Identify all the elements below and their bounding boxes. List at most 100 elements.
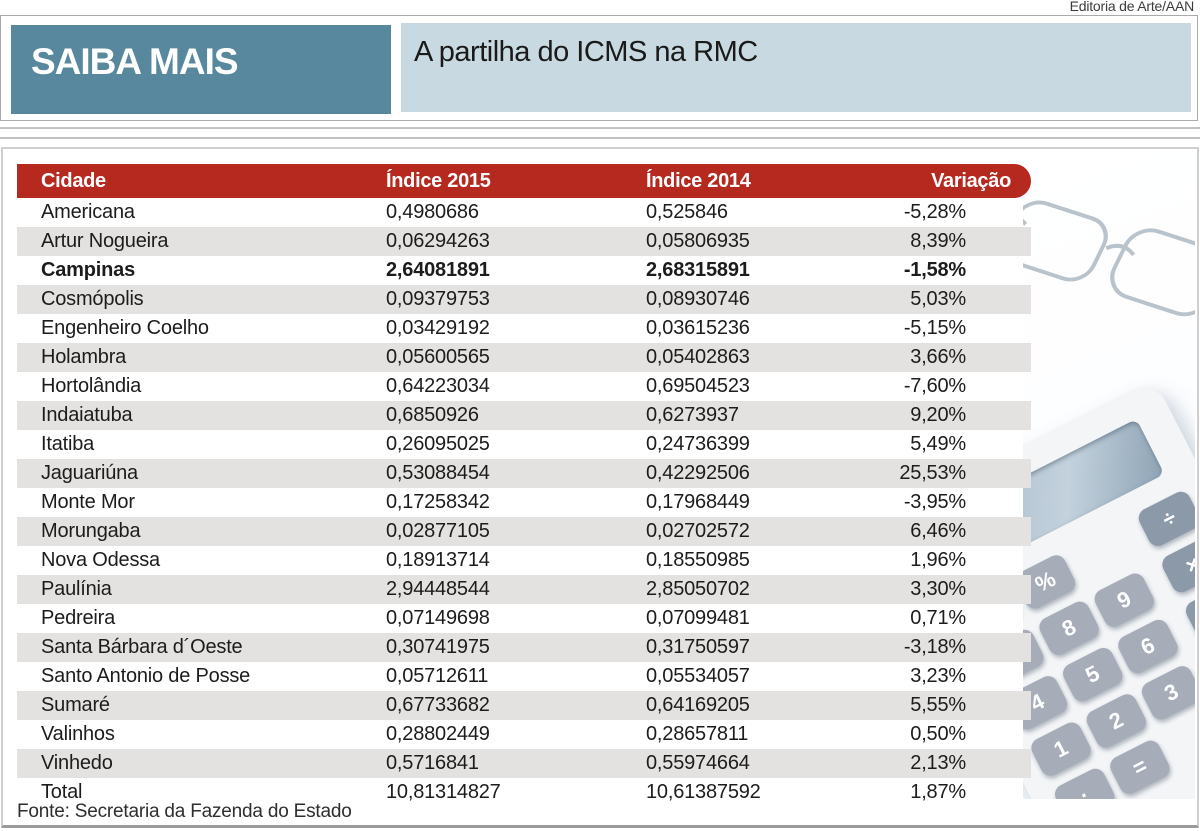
calculator-key: 8 — [1035, 598, 1103, 659]
table-row: Pedreira 0,07149698 0,07099481 0,71% — [17, 604, 1031, 633]
calculator-photo: √%789456123·= ÷×−+ — [1023, 151, 1195, 799]
cell-city: Nova Odessa — [41, 549, 160, 571]
cell-city: Cosmópolis — [41, 288, 144, 310]
cell-indice-2015: 0,17258342 — [386, 491, 490, 513]
cell-variacao: 2,13% — [910, 752, 966, 774]
cell-variacao: 5,49% — [910, 433, 966, 455]
cell-city: Sumaré — [41, 694, 110, 716]
cell-indice-2014: 0,42292506 — [646, 462, 750, 484]
cell-indice-2015: 0,02877105 — [386, 520, 490, 542]
cell-city: Indaiatuba — [41, 404, 133, 426]
cell-variacao: -3,18% — [903, 636, 966, 658]
kicker-box: SAIBA MAIS — [11, 25, 391, 114]
cell-indice-2015: 0,07149698 — [386, 607, 490, 629]
cell-variacao: 8,39% — [910, 230, 966, 252]
cell-city: Jaguariúna — [41, 462, 138, 484]
cell-indice-2014: 0,18550985 — [646, 549, 750, 571]
cell-city: Santa Bárbara d´Oeste — [41, 636, 243, 658]
divider-line-top — [0, 127, 1200, 129]
cell-variacao: 0,71% — [910, 607, 966, 629]
cell-variacao: 3,30% — [910, 578, 966, 600]
cell-indice-2014: 0,525846 — [646, 201, 728, 223]
table-row: Engenheiro Coelho 0,03429192 0,03615236 -5,… — [17, 314, 1031, 343]
calculator-key: 5 — [1059, 644, 1126, 705]
cell-indice-2014: 10,61387592 — [646, 781, 761, 803]
cell-indice-2014: 0,24736399 — [646, 433, 750, 455]
calculator-key: ÷ — [1135, 488, 1195, 550]
cell-city: Campinas — [41, 259, 135, 281]
cell-indice-2014: 0,55974664 — [646, 752, 750, 774]
cell-city: Americana — [41, 201, 135, 223]
cell-variacao: 5,03% — [910, 288, 966, 310]
cell-indice-2015: 0,64223034 — [386, 375, 490, 397]
cell-city: Paulínia — [41, 578, 112, 600]
eyeglasses-icon — [1023, 171, 1195, 317]
cell-indice-2014: 0,08930746 — [646, 288, 750, 310]
cell-city: Santo Antonio de Posse — [41, 665, 251, 687]
source-note: Fonte: Secretaria da Fazenda do Estado — [17, 801, 352, 822]
art-credit: Editoria de Arte/AAN — [1069, 0, 1195, 14]
table-row: Campinas 2,64081891 2,68315891 -1,58% — [17, 256, 1031, 285]
cell-indice-2015: 0,05712611 — [386, 665, 489, 687]
calculator-body: √%789456123·= ÷×−+ — [1023, 378, 1195, 799]
cell-variacao: -7,60% — [903, 375, 966, 397]
cell-city: Hortolândia — [41, 375, 142, 397]
cell-variacao: 3,23% — [910, 665, 966, 687]
cell-indice-2014: 0,07099481 — [646, 607, 750, 629]
table-header-row: Cidade Índice 2015 Índice 2014 Variação — [17, 164, 1031, 198]
cell-city: Engenheiro Coelho — [41, 317, 209, 339]
cell-indice-2015: 0,03429192 — [386, 317, 490, 339]
page-title: A partilha do ICMS na RMC — [414, 36, 758, 68]
header-band: SAIBA MAIS A partilha do ICMS na RMC — [0, 15, 1198, 121]
cell-indice-2015: 0,5716841 — [386, 752, 479, 774]
table-row: Cosmópolis 0,09379753 0,08930746 5,03% — [17, 285, 1031, 314]
cell-variacao: 5,55% — [910, 694, 966, 716]
cell-indice-2015: 0,67733682 — [386, 694, 490, 716]
cell-variacao: -1,58% — [903, 259, 966, 281]
calculator-key: = — [1106, 737, 1174, 798]
table-row: Morungaba 0,02877105 0,02702572 6,46% — [17, 517, 1031, 546]
calculator-key: 3 — [1138, 662, 1195, 723]
calculator-key: % — [1023, 551, 1079, 613]
calculator-key: 9 — [1091, 570, 1158, 631]
cell-city: Pedreira — [41, 607, 115, 629]
table-row: Santo Antonio de Posse 0,05712611 0,055340… — [17, 662, 1031, 691]
cell-indice-2014: 0,31750597 — [646, 636, 750, 658]
column-header-indice-2015: Índice 2015 — [386, 170, 491, 192]
cell-indice-2015: 0,30741975 — [386, 636, 490, 658]
cell-variacao: 1,87% — [910, 781, 966, 803]
table-row: Holambra 0,05600565 0,05402863 3,66% — [17, 343, 1031, 372]
calculator-key: 2 — [1083, 690, 1150, 752]
table-row: Hortolândia 0,64223034 0,69504523 -7,60% — [17, 372, 1031, 401]
column-header-cidade: Cidade — [41, 170, 106, 192]
cell-variacao: 9,20% — [910, 404, 966, 426]
title-box: A partilha do ICMS na RMC — [401, 23, 1191, 112]
cell-city: Holambra — [41, 346, 127, 368]
table-row: Monte Mor 0,17258342 0,17968449 -3,95% — [17, 488, 1031, 517]
table-row: Indaiatuba 0,6850926 0,6273937 9,20% — [17, 401, 1031, 430]
cell-indice-2015: 0,09379753 — [386, 288, 490, 310]
cell-indice-2015: 2,94448544 — [386, 578, 490, 600]
table-body: Americana 0,4980686 0,525846 -5,28% Artur No… — [17, 198, 1031, 807]
table-row: Nova Odessa 0,18913714 0,18550985 1,96% — [17, 546, 1031, 575]
cell-indice-2015: 2,64081891 — [386, 259, 490, 281]
table-row: Itatiba 0,26095025 0,24736399 5,49% — [17, 430, 1031, 459]
cell-variacao: 6,46% — [910, 520, 966, 542]
table-row: Vinhedo 0,5716841 0,55974664 2,13% — [17, 749, 1031, 778]
cell-indice-2015: 0,05600565 — [386, 346, 490, 368]
column-header-indice-2014: Índice 2014 — [646, 170, 751, 192]
cell-indice-2014: 2,68315891 — [646, 259, 750, 281]
cell-indice-2015: 10,81314827 — [386, 781, 501, 803]
table-row: Total 10,81314827 10,61387592 1,87% — [17, 778, 1031, 807]
cell-indice-2015: 0,53088454 — [386, 462, 490, 484]
cell-indice-2014: 0,6273937 — [646, 404, 739, 426]
cell-variacao: 0,50% — [910, 723, 966, 745]
cell-indice-2015: 0,18913714 — [386, 549, 490, 571]
cell-indice-2014: 0,64169205 — [646, 694, 750, 716]
cell-indice-2014: 0,05806935 — [646, 230, 750, 252]
cell-indice-2015: 0,28802449 — [386, 723, 490, 745]
table-row: Santa Bárbara d´Oeste 0,30741975 0,3175059… — [17, 633, 1031, 662]
cell-city: Total — [41, 781, 83, 803]
cell-indice-2015: 0,26095025 — [386, 433, 490, 455]
calculator-key: 1 — [1027, 718, 1095, 780]
